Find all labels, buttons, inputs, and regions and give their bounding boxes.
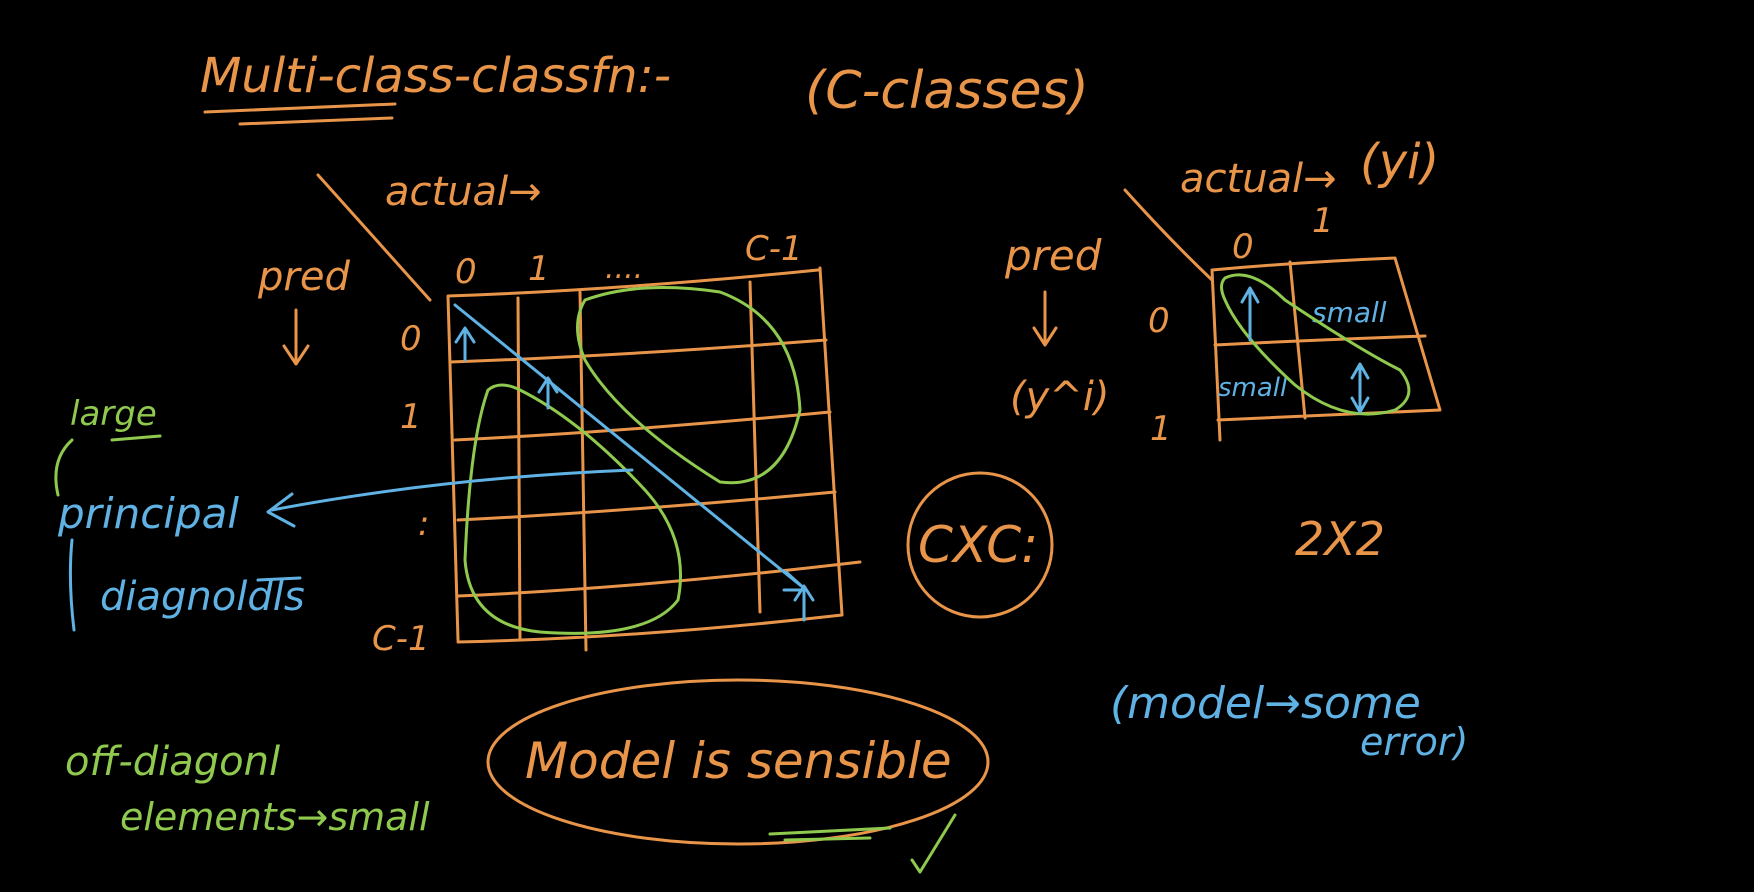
big-col-label-0: 0 [455,252,477,292]
big-row-label-0: 0 [400,319,422,359]
big-col-label-last: C-1 [745,229,803,269]
diagonals-bracket [68,538,302,632]
off-diagonal-note-line1: off-diagonl [65,739,280,785]
classes-note: (C-classes) [805,61,1089,121]
model-error-line1: (model→some [1110,678,1421,729]
small-matrix-actual-label: actual→ [1180,156,1337,202]
small-diag-arrow-1 [1350,362,1370,414]
big-col-label-1: 1 [528,249,550,289]
diag-arrow-1 [537,376,559,410]
big-matrix-actual-label: actual→ [385,169,542,215]
small-matrix-diagonal-green [1220,273,1411,416]
big-row-label-dots: : [418,504,429,544]
model-sensible-oval [486,678,990,846]
diag-arrow-last [793,584,815,622]
cxc-text: CXC: [918,516,1038,574]
model-error-line2: error) [1360,720,1468,764]
small-matrix-corner-slash [1123,188,1214,282]
diagonals-note: diagnoldls [100,574,305,620]
small-diag-arrow-0 [1240,286,1260,342]
off-diagonal-note-line2: elements→small [120,795,430,839]
large-note-bracket [54,434,162,497]
big-row-label-1: 1 [400,397,422,437]
big-matrix-corner-slash [316,173,432,302]
small-col-label-0: 0 [1232,227,1254,267]
pred-down-arrow [282,308,310,366]
big-matrix-diagonal-green-upper [576,286,802,485]
small-confusion-matrix: actual→ (yi) pred (y^i) 0 1 0 1 small sm… [1004,134,1442,449]
small-cell-1-0: small [1218,373,1288,403]
small-matrix-pred-var: (y^i) [1010,374,1110,420]
cxc-oval [906,471,1054,619]
big-row-label-last: C-1 [372,619,430,659]
principal-to-matrix-arrow [266,468,634,528]
small-row-label-0: 0 [1148,301,1170,341]
small-row-label-1: 1 [1150,409,1172,449]
small-matrix-size: 2X2 [1295,512,1385,566]
title-text: Multi-class-classfn:- [200,48,671,104]
diag-arrow-0 [454,326,476,362]
small-matrix-pred-label: pred [1004,231,1102,280]
large-note: large [70,394,157,434]
principal-note: principal [57,489,239,538]
big-col-label-dots: .... [605,251,643,286]
title-underline [203,102,397,126]
model-sensible-text: Model is sensible [525,732,952,790]
big-matrix-pred-label: pred [257,254,350,300]
big-confusion-matrix: actual→ pred 0 1 .... C-1 0 1 : C-1 [257,169,862,659]
small-matrix-actual-var: (yi) [1360,134,1439,190]
small-col-label-1: 1 [1312,201,1334,241]
small-cell-0-1: small [1312,296,1387,329]
small-pred-down-arrow [1032,290,1058,347]
small-matrix-grid [1210,256,1442,442]
model-sensible-check [768,813,957,874]
